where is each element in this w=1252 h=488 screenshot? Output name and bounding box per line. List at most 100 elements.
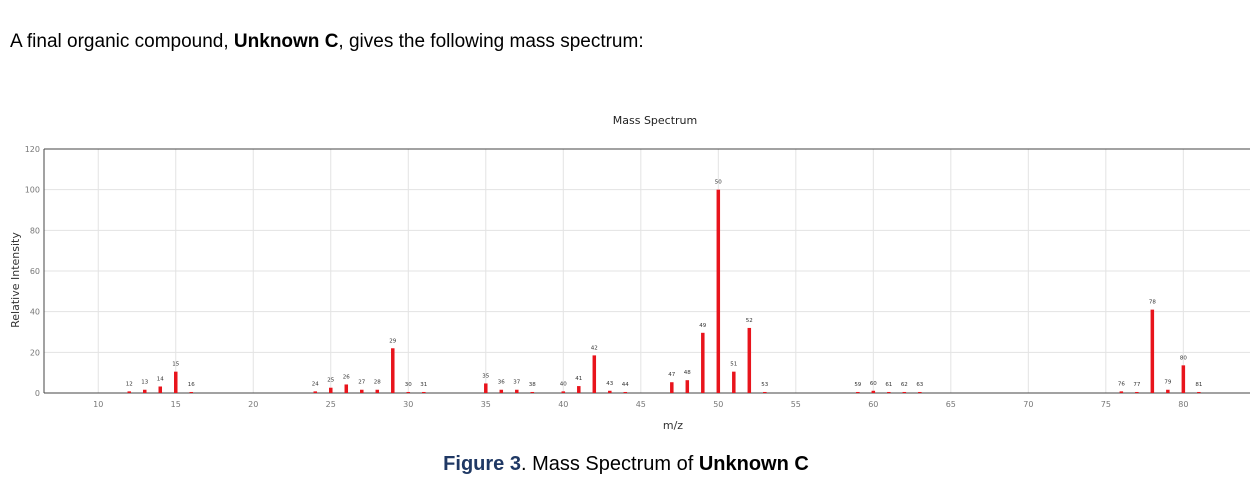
peak-label-62: 62 [901,382,908,388]
peak-label-50: 50 [715,180,722,186]
peak-bar-28 [375,389,380,393]
chart-title: Mass Spectrum [613,114,698,127]
peak-bar-79 [1166,389,1170,393]
x-tick-label: 30 [403,400,413,409]
peak-label-35: 35 [482,373,489,379]
peak-label-59: 59 [854,382,861,388]
x-tick-label: 50 [713,400,723,409]
peak-label-49: 49 [699,323,706,329]
y-tick-label: 0 [35,389,40,398]
peak-label-30: 30 [405,382,412,388]
x-tick-label: 15 [171,400,181,409]
peak-label-51: 51 [730,362,737,368]
y-axis-label: Relative Intensity [9,232,22,328]
peak-bar-77 [1135,391,1139,393]
peak-bar-53 [763,391,767,393]
peak-label-27: 27 [358,380,365,386]
figure-caption: Figure 3. Mass Spectrum of Unknown C [0,453,1252,476]
peak-bar-61 [887,391,891,393]
peak-bar-36 [499,389,504,393]
peak-label-43: 43 [606,381,613,387]
peak-label-78: 78 [1149,300,1156,306]
x-tick-label: 25 [326,400,336,409]
peak-bar-52 [747,327,752,393]
intro-text: A final organic compound, Unknown C, giv… [10,31,644,53]
grid [44,148,1250,394]
peak-bar-40 [561,391,566,393]
peak-label-47: 47 [668,372,675,378]
peak-label-12: 12 [126,381,133,387]
peak-bar-30 [406,391,411,393]
peak-bar-47 [670,382,674,393]
caption-bold: Unknown C [698,453,809,475]
y-tick-label: 60 [30,267,40,276]
peak-label-79: 79 [1164,380,1171,386]
intro-suffix: , gives the following mass spectrum: [338,31,644,52]
x-tick-label: 55 [791,400,801,409]
peak-bar-37 [515,389,519,393]
peak-bar-51 [732,371,736,393]
peak-bar-26 [344,384,349,393]
y-tick-label: 80 [30,226,40,235]
peak-bar-60 [871,390,876,393]
peak-label-14: 14 [157,376,164,382]
intro-prefix: A final organic compound, [10,31,234,52]
peak-bar-16 [189,391,194,393]
x-tick-label: 70 [1023,400,1033,409]
x-tick-label: 60 [868,400,878,409]
peak-label-29: 29 [389,338,396,344]
peak-bar-43 [608,390,612,393]
peak-label-42: 42 [591,345,598,351]
peak-label-40: 40 [560,381,567,387]
x-tick-label: 40 [558,400,568,409]
peak-label-38: 38 [529,382,536,388]
x-tick-label: 35 [481,400,491,409]
peak-label-24: 24 [312,381,319,387]
x-axis-label: m/z [663,419,683,432]
x-tick-label: 10 [93,400,103,409]
peak-label-61: 61 [885,382,892,388]
peak-bar-13 [143,389,147,393]
peak-label-81: 81 [1195,382,1202,388]
peak-label-77: 77 [1133,382,1140,388]
peak-bar-41 [577,386,581,393]
x-tick-label: 80 [1178,400,1188,409]
x-tick-label: 45 [636,400,646,409]
peak-bar-76 [1119,391,1124,393]
y-tick-label: 20 [30,348,40,357]
caption-middle: . Mass Spectrum of [520,453,699,475]
peak-bar-48 [685,380,690,393]
peak-bar-15 [174,371,178,393]
peak-label-37: 37 [513,380,520,386]
peak-label-53: 53 [761,382,768,388]
peak-label-15: 15 [172,362,179,368]
y-tick-label: 40 [30,308,40,317]
peak-bar-59 [856,391,860,393]
peak-bar-25 [329,387,333,393]
peak-label-76: 76 [1118,381,1125,387]
peak-bar-63 [918,391,922,393]
peak-bar-50 [716,189,721,393]
peak-label-26: 26 [343,374,350,380]
caption-figure-label: Figure 3 [443,453,521,475]
axes: 0 20 40 60 80 100 120 10 15 20 25 30 35 40 45 50 55 60 65 7… [25,145,1250,409]
peak-label-80: 80 [1180,355,1187,361]
peak-label-36: 36 [498,380,505,386]
peak-label-28: 28 [374,380,381,386]
peak-bar-38 [530,391,535,393]
intro-bold: Unknown C [233,31,339,52]
peak-bar-78 [1150,309,1155,393]
peak-bar-35 [484,383,488,393]
bars [127,189,1201,393]
peak-bar-14 [158,386,163,393]
peak-bar-49 [701,332,705,393]
y-tick-label: 120 [25,145,40,154]
peak-bar-12 [127,391,132,393]
peak-bar-44 [623,391,628,393]
peak-label-44: 44 [622,382,629,388]
peak-label-60: 60 [870,381,877,387]
peak-bar-81 [1197,391,1201,393]
peak-bar-62 [902,391,907,393]
y-tick-label: 100 [25,186,40,195]
